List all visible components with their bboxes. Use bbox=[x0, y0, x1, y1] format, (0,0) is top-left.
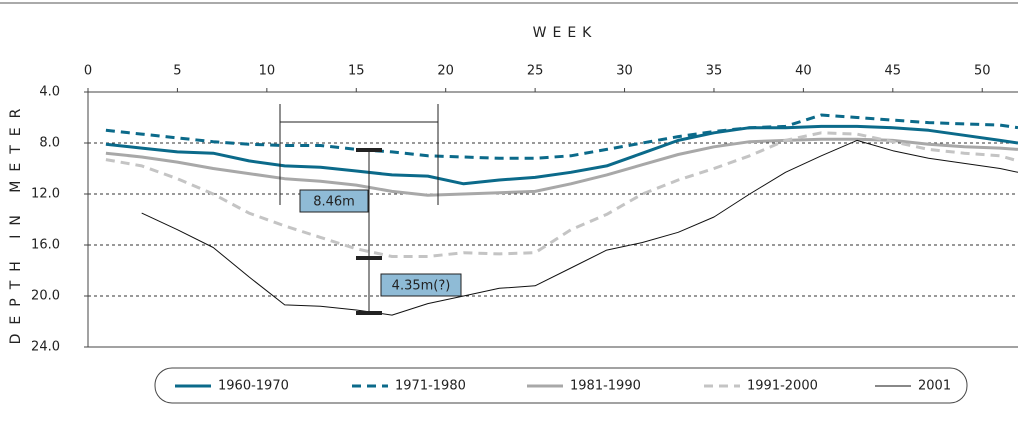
chart-title: WEEK bbox=[533, 25, 598, 41]
y-tick-label: 24.0 bbox=[31, 340, 60, 355]
y-tick-label: 12.0 bbox=[31, 187, 60, 202]
x-tick-label: 40 bbox=[795, 64, 812, 79]
series-line bbox=[105, 113, 1018, 160]
annotation-label: 8.46m bbox=[313, 195, 355, 210]
legend-label: 2001 bbox=[918, 379, 951, 394]
legend-label: 1960-1970 bbox=[218, 379, 289, 394]
x-tick-label: 35 bbox=[706, 64, 723, 79]
x-tick-label: 45 bbox=[885, 64, 902, 79]
y-tick-label: 8.0 bbox=[39, 136, 60, 151]
x-tick-label: 50 bbox=[974, 64, 991, 79]
y-tick-label: 20.0 bbox=[31, 289, 60, 304]
y-tick-label: 4.0 bbox=[39, 85, 60, 100]
legend-label: 1981-1990 bbox=[570, 379, 641, 394]
series-line bbox=[105, 131, 1018, 258]
series-line bbox=[105, 137, 1018, 197]
legend-label: 1971-1980 bbox=[395, 379, 466, 394]
x-tick-label: 5 bbox=[173, 64, 181, 79]
x-tick-label: 10 bbox=[259, 64, 276, 79]
x-tick-label: 25 bbox=[527, 64, 544, 79]
x-tick-label: 0 bbox=[84, 64, 92, 79]
y-tick-label: 16.0 bbox=[31, 238, 60, 253]
plot: 4.0 8.0 12.0 16.0 20.0 24.0 0 5 10 15 20 25 30 35 40 45… bbox=[31, 64, 1018, 355]
series-line bbox=[141, 139, 1018, 316]
series-line bbox=[105, 124, 1018, 186]
y-axis-label: DEPTH IN METER bbox=[8, 100, 24, 345]
legend-frame bbox=[154, 367, 968, 404]
x-tick-label: 30 bbox=[616, 64, 633, 79]
x-tick-label: 20 bbox=[437, 64, 454, 79]
x-tick-label: 15 bbox=[348, 64, 365, 79]
annotation: 8.46m 4.35m(?) bbox=[279, 104, 462, 315]
annotation-label: 4.35m(?) bbox=[392, 279, 451, 294]
legend: 1960-1970 1971-1980 1981-1990 1991-2000 2001 bbox=[175, 379, 951, 394]
legend-label: 1991-2000 bbox=[747, 379, 818, 394]
